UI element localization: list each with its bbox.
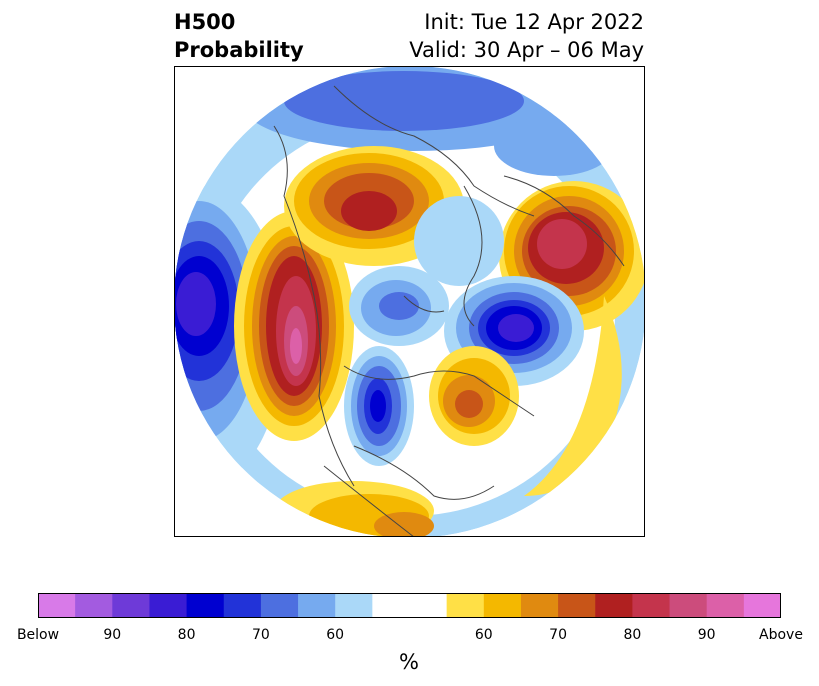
colorbar-unit: %: [399, 650, 419, 674]
colorbar-tick-label: 60: [474, 627, 493, 643]
colorbar-segment: [335, 593, 373, 618]
colorbar-segment: [149, 593, 188, 618]
colorbar-tick-label: Below: [16, 627, 60, 643]
colorbar-tick-label: 90: [697, 627, 716, 643]
colorbar-tick-label: 90: [103, 627, 122, 643]
init-date: Init: Tue 12 Apr 2022: [424, 10, 644, 34]
map-dates: Init: Tue 12 Apr 2022 Valid: 30 Apr – 06…: [409, 8, 644, 64]
southeast-positive-anomaly: [429, 346, 519, 446]
colorbar-segment: [632, 593, 671, 618]
colorbar-segment: [112, 593, 150, 618]
coastlines: [273, 85, 625, 537]
colorbar-segment: [38, 593, 76, 618]
colorbar-segment: [520, 593, 559, 618]
colorbar-segment: [260, 593, 299, 618]
colorbar-tick-label: 60: [326, 627, 345, 643]
map-frame: [174, 66, 645, 537]
colorbar-segment: [223, 593, 262, 618]
colorbar-segment: [706, 593, 745, 618]
colorbar-segment: [743, 593, 781, 618]
colorbar-tick-label: 70: [549, 627, 568, 643]
colorbar-segment: [558, 593, 596, 618]
colorbar-segment: [186, 593, 225, 618]
colorbar-tick-label: 80: [623, 627, 642, 643]
colorbar-tick-label: 80: [177, 627, 196, 643]
anomaly-fields: [174, 66, 645, 537]
colorbar-tick-label: 70: [251, 627, 270, 643]
colorbar-segment: [298, 593, 336, 618]
colorbar: [38, 593, 781, 618]
colorbar-segment: [669, 593, 708, 618]
map-title: H500 Probability: [174, 8, 304, 64]
colorbar-frame: [38, 593, 781, 618]
colorbar-segment: [446, 593, 485, 618]
west-negative-anomaly: [174, 186, 284, 486]
west-positive-anomaly: [234, 211, 354, 441]
colorbar-segment: [483, 593, 522, 618]
valid-period: Valid: 30 Apr – 06 May: [409, 38, 644, 62]
colorbar-tick-label: Above: [759, 627, 803, 643]
title-variable: H500: [174, 10, 236, 34]
colorbar-segment: [75, 593, 113, 618]
polar-negative-anomaly: [349, 196, 504, 346]
top-negative-anomaly: [244, 66, 614, 176]
colorbar-segment: [372, 593, 448, 618]
title-field: Probability: [174, 38, 304, 62]
north-positive-anomaly: [284, 146, 464, 266]
colorbar-segment: [595, 593, 633, 618]
central-negative-anomaly: [344, 346, 414, 466]
probability-map: [174, 66, 645, 537]
